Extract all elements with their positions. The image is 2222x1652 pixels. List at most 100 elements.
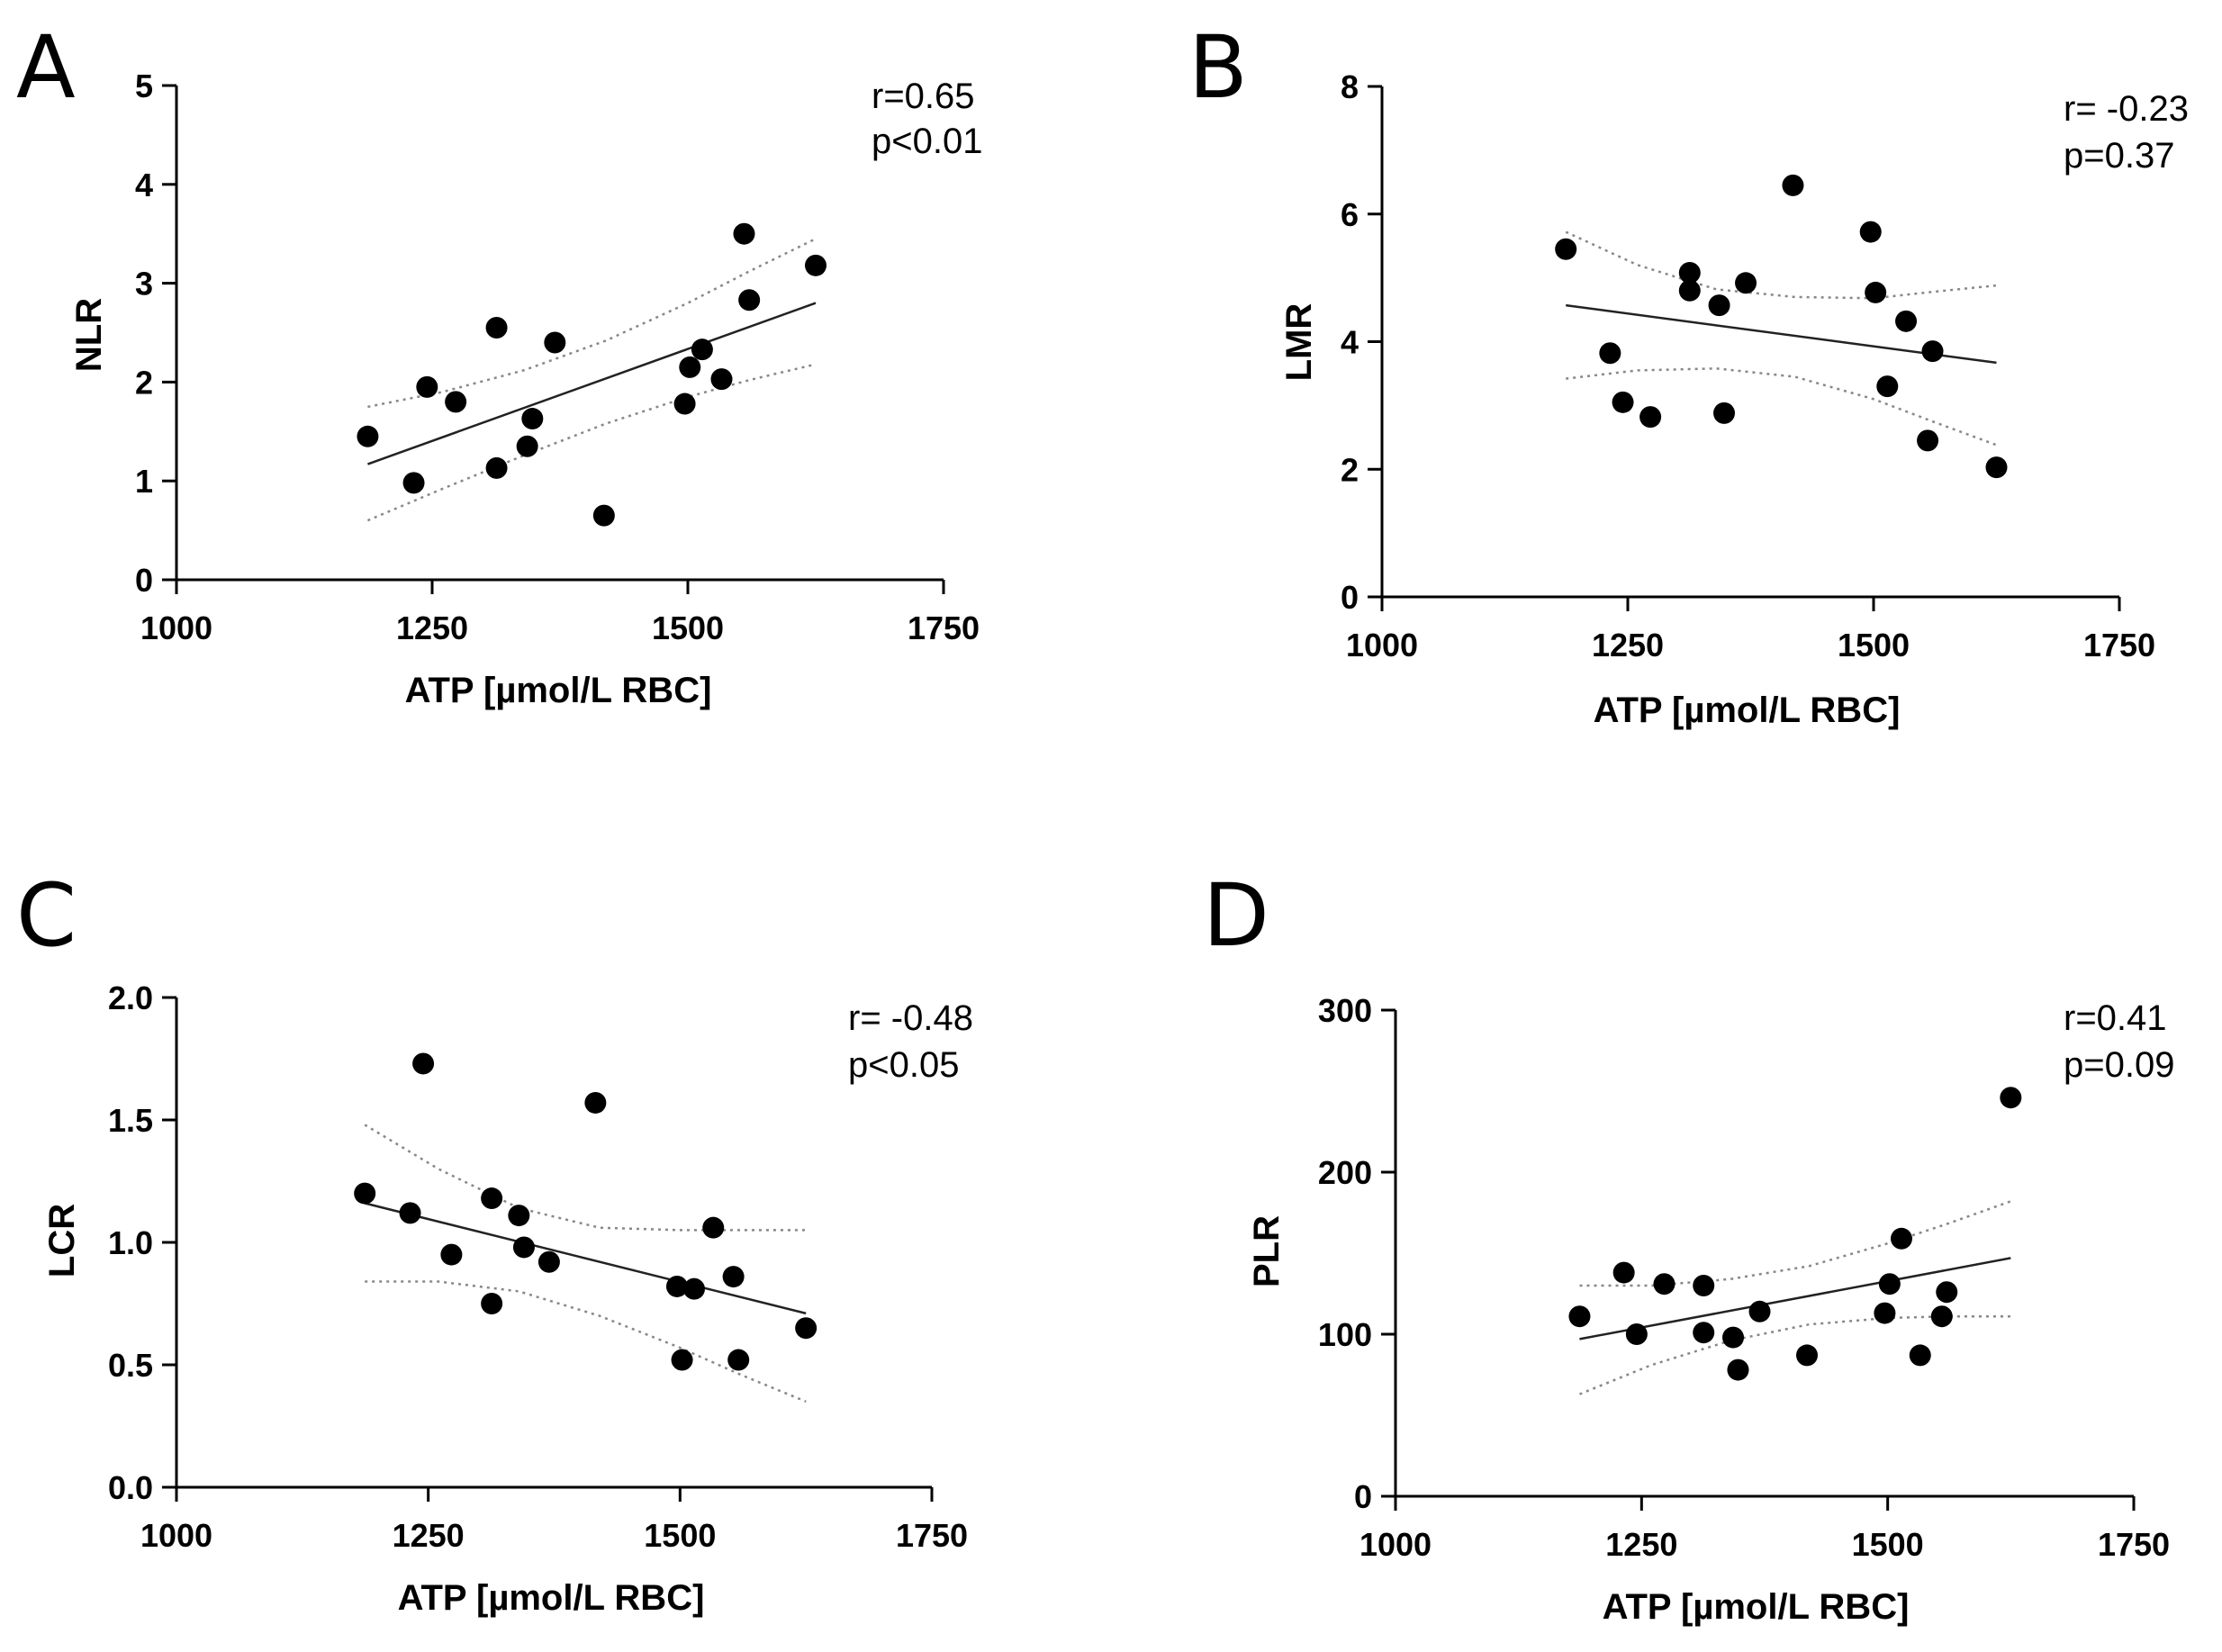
panel-a-data-point [485, 456, 508, 479]
panel-d-data-point [1890, 1227, 1912, 1250]
panel-b-x-tick-label: 1250 [1592, 627, 1664, 664]
panel-letter-b: B [1188, 17, 1248, 118]
panel-b-y-tick-label: 8 [1341, 68, 1359, 105]
panel-d-r-value: r=0.41 [2064, 998, 2167, 1038]
panel-a-data-point [416, 375, 438, 398]
panel-c-data-point [399, 1202, 421, 1224]
panel-c-p-value: p<0.05 [848, 1045, 959, 1085]
panel-d-data-point [1874, 1302, 1896, 1324]
panel-b: B r= -0.23 p=0.37 ATP [µmol/L RBC] LMR 1… [1188, 17, 2189, 730]
panel-d-data-point [1612, 1261, 1635, 1284]
panel-a-p-value: p<0.01 [872, 122, 982, 161]
panel-b-data-point [1985, 456, 2008, 479]
panel-letter-a: A [16, 17, 76, 118]
panel-b-x-axis-label: ATP [µmol/L RBC] [1594, 691, 1901, 730]
panel-d-p-value: p=0.09 [2064, 1045, 2174, 1085]
panel-c-r-value: r= -0.48 [848, 998, 973, 1038]
panel-d-y-tick-label: 0 [1354, 1478, 1372, 1515]
panel-c-data-point [665, 1275, 688, 1297]
panel-c-data-point [354, 1182, 376, 1205]
panel-b-data-point [1713, 402, 1736, 424]
panel-d-x-tick-label: 1500 [1852, 1526, 1924, 1563]
panel-a-x-axis-label: ATP [µmol/L RBC] [405, 671, 712, 710]
panel-c-data-point [481, 1187, 503, 1210]
panel-a-data-point [679, 356, 701, 378]
panel-a-y-tick-label: 0 [135, 562, 153, 599]
panel-a-data-point [673, 393, 696, 415]
panel-b-y-tick-label: 2 [1341, 451, 1359, 488]
panel-a-data-point [521, 408, 544, 430]
panel-b-y-tick-label: 6 [1341, 196, 1359, 233]
panel-b-data-point [1865, 281, 1887, 303]
panel-c-x-tick-label: 1000 [140, 1517, 212, 1554]
panel-b-data-point [1859, 221, 1882, 243]
panel-a-data-point [402, 472, 425, 494]
panel-d-data-point [1748, 1300, 1771, 1323]
panel-d-data-point [1936, 1281, 1958, 1304]
panel-d-data-point [1727, 1359, 1749, 1381]
panel-a-y-tick-label: 1 [135, 463, 153, 500]
panel-c-y-tick-label: 0.0 [108, 1469, 153, 1506]
panel-c-x-tick-label: 1500 [644, 1517, 716, 1554]
panel-b-data-point [1599, 342, 1621, 365]
panel-d-data-point [1568, 1305, 1591, 1328]
panel-a-data-point [691, 339, 713, 361]
panel-b-p-value: p=0.37 [2064, 136, 2174, 176]
panel-d-ci-upper [1579, 1200, 2011, 1287]
panel-d-y-axis-label: PLR [1247, 1215, 1287, 1287]
panel-c-y-tick-label: 1.5 [108, 1102, 153, 1139]
panel-a-data-point [357, 425, 379, 447]
panel-b-r-value: r= -0.23 [2064, 89, 2189, 129]
panel-d-data-point [1930, 1305, 1953, 1328]
panel-a-y-tick-label: 4 [135, 167, 153, 203]
panel-d-x-tick-label: 1000 [1359, 1526, 1432, 1563]
panel-d-data-point [1909, 1344, 1931, 1367]
panel-letter-d: D [1203, 865, 1269, 966]
panel-b-y-axis-label: LMR [1279, 303, 1319, 382]
panel-b-data-point [1895, 310, 1918, 332]
panel-d-x-axis-label: ATP [µmol/L RBC] [1603, 1587, 1910, 1627]
panel-c-data-point [481, 1293, 503, 1314]
panel-c-x-axis-label: ATP [µmol/L RBC] [398, 1578, 705, 1618]
panel-b-data-point [1678, 279, 1701, 302]
panel-b-data-point [1782, 174, 1804, 196]
panel-d-data-point [1796, 1344, 1819, 1367]
panel-b-x-tick-label: 1000 [1346, 627, 1418, 664]
panel-c-ci-lower [365, 1280, 807, 1403]
panel-a-data-point [733, 222, 755, 245]
panel-c-x-tick-label: 1750 [896, 1517, 968, 1554]
panel-b-data-point [1921, 340, 1944, 363]
panel-d-data-point [1722, 1326, 1745, 1349]
panel-c-ci-upper [364, 1124, 807, 1232]
panel-a-data-point [516, 435, 538, 457]
panel-b-data-point [1708, 294, 1730, 317]
panel-a-data-point [805, 254, 826, 276]
panel-d-y-tick-label: 300 [1318, 992, 1372, 1029]
panel-a-y-axis-label: NLR [69, 298, 109, 372]
panel-c-regression-line [364, 1202, 807, 1315]
panel-a-r-value: r=0.65 [872, 77, 975, 116]
panel-b-x-tick-label: 1500 [1838, 627, 1910, 664]
panel-d-data-point [2000, 1087, 2022, 1109]
panel-a-x-tick-label: 1750 [908, 609, 980, 646]
panel-d-data-point [1653, 1273, 1676, 1295]
panel-d: D r=0.41 p=0.09 ATP [µmol/L RBC] PLR 100… [1203, 865, 2174, 1627]
panel-a-y-tick-label: 3 [135, 266, 153, 302]
panel-d-y-tick-label: 200 [1318, 1154, 1372, 1191]
panel-d-data-point [1693, 1322, 1715, 1344]
panel-a-x-tick-label: 1000 [140, 609, 212, 646]
panel-b-data-point [1555, 238, 1577, 260]
panel-b-ci-lower [1566, 367, 1997, 447]
panel-c-y-axis-label: LCR [42, 1204, 82, 1277]
panel-b-data-point [1876, 375, 1899, 398]
panel-a-data-point [485, 317, 508, 339]
panel-c-data-point [412, 1052, 435, 1075]
panel-a-data-point [710, 368, 733, 391]
panel-c-data-point [537, 1250, 560, 1273]
panel-b-x-tick-label: 1750 [2083, 627, 2155, 664]
panel-c-data-point [440, 1243, 463, 1266]
panel-a-y-tick-label: 5 [135, 68, 153, 104]
panel-d-data-point [1878, 1273, 1901, 1295]
panel-c-y-tick-label: 2.0 [108, 979, 153, 1016]
